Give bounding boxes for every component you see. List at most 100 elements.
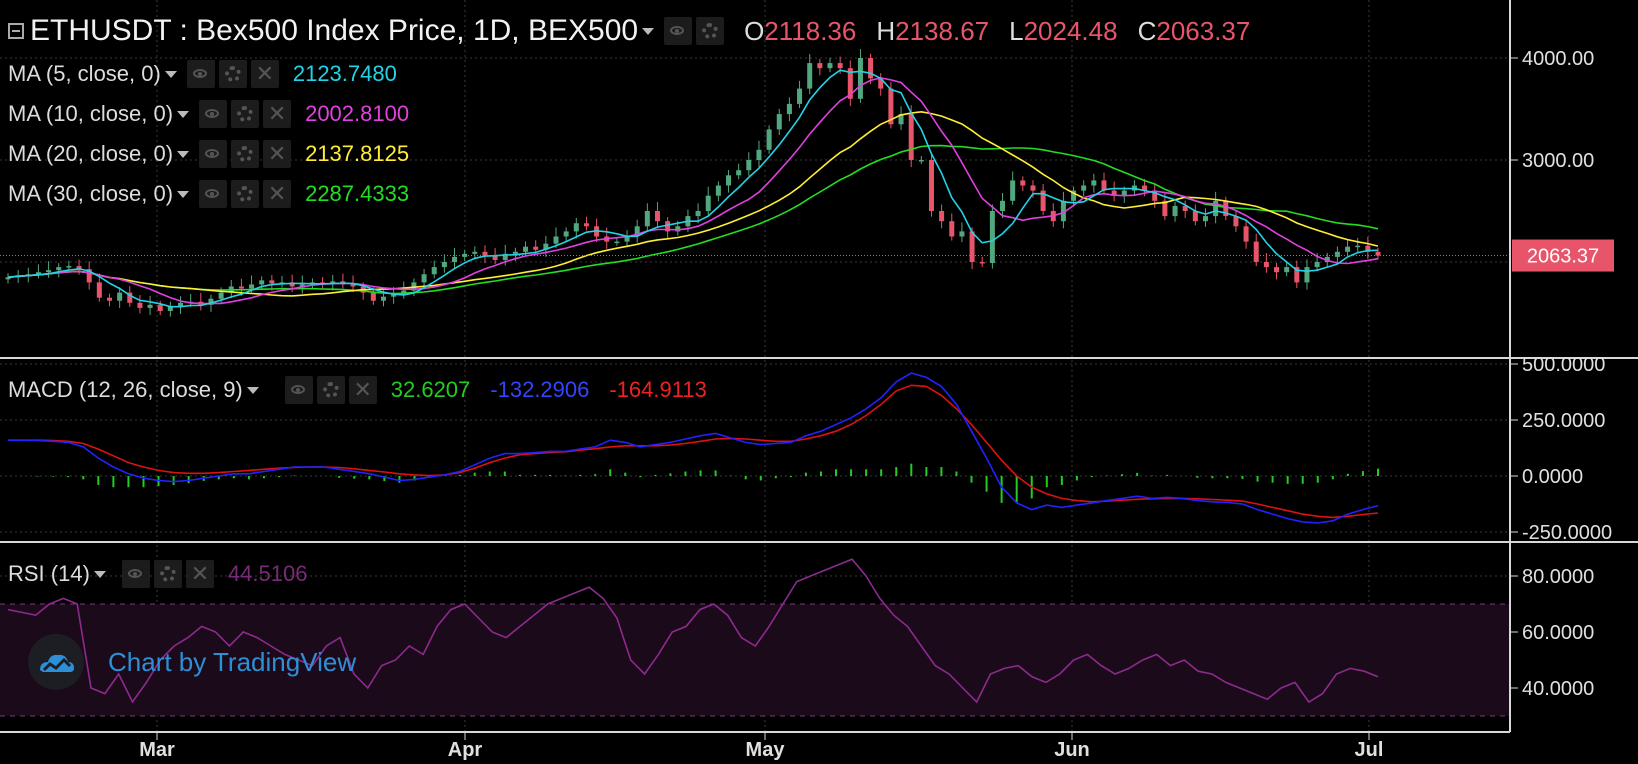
candle-body [1345, 246, 1351, 252]
eye-icon[interactable] [186, 60, 215, 88]
candle-body [797, 88, 803, 104]
candle-body [1304, 267, 1310, 283]
eye-icon[interactable] [121, 560, 150, 588]
ma10-label[interactable]: MA (10, close, 0) [8, 101, 174, 126]
candle-body [989, 211, 995, 264]
candle-body [1071, 190, 1077, 201]
candle-body [654, 211, 660, 222]
candle-body [512, 251, 518, 254]
candle-body [86, 269, 92, 283]
x-tick-label: May [746, 739, 786, 761]
price-pane[interactable] [0, 49, 1510, 317]
candle-body [807, 63, 813, 89]
candle-body [634, 226, 640, 236]
close-icon[interactable]: ✕ [263, 180, 292, 208]
candle-body [1294, 267, 1300, 283]
candle-body [1365, 245, 1371, 252]
close-label: C [1137, 15, 1157, 46]
close-value: 2063.37 [1156, 15, 1251, 46]
ma5-label[interactable]: MA (5, close, 0) [8, 61, 161, 86]
candle-body [746, 160, 752, 171]
close-icon[interactable]: ✕ [250, 60, 279, 88]
candle-body [898, 114, 904, 125]
candle-body [178, 302, 184, 307]
candle-body [837, 63, 843, 69]
ma5-line [7, 69, 1379, 308]
eye-icon[interactable] [284, 376, 313, 404]
candle-body [878, 78, 884, 89]
collapse-icon[interactable] [8, 23, 24, 39]
rsi-label[interactable]: RSI (14) [8, 561, 90, 586]
candle-body [1274, 267, 1280, 273]
candle-body [1010, 180, 1016, 201]
close-icon[interactable]: ✕ [263, 140, 292, 168]
candle-body [1162, 200, 1168, 217]
gear-icon[interactable] [696, 17, 725, 45]
eye-icon[interactable] [664, 17, 693, 45]
candle-body [624, 235, 630, 242]
last-price-label: 2063.37 [1527, 246, 1599, 268]
close-icon[interactable]: ✕ [348, 376, 377, 404]
gear-icon[interactable] [231, 140, 260, 168]
ma10-value: 2002.8100 [305, 101, 410, 126]
candle-body [330, 281, 336, 284]
candle-body [969, 231, 975, 262]
candle-body [1081, 185, 1087, 191]
chevron-down-icon[interactable] [246, 386, 259, 394]
candle-body [106, 297, 112, 301]
candle-body [1233, 216, 1239, 227]
rsi-value: 44.5106 [227, 561, 308, 586]
x-tick-label: Jun [1054, 739, 1090, 761]
gear-icon[interactable] [218, 60, 247, 88]
candle-body [147, 304, 153, 308]
eye-icon[interactable] [199, 100, 228, 128]
ma30-label[interactable]: MA (30, close, 0) [8, 181, 174, 206]
candle-body [482, 251, 488, 256]
macd-label[interactable]: MACD (12, 26, close, 9) [8, 377, 243, 402]
candle-body [1213, 200, 1219, 217]
close-icon[interactable]: ✕ [263, 100, 292, 128]
last-price-tag [1512, 239, 1614, 272]
macd-pane[interactable] [8, 372, 1379, 524]
gear-icon[interactable] [231, 100, 260, 128]
candle-body [1223, 200, 1229, 217]
symbol-title[interactable]: ETHUSDT : Bex500 Index Price, 1D, BEX500 [30, 14, 639, 47]
candle-body [452, 256, 458, 262]
high-label: H [876, 15, 896, 46]
y-tick-label: 40.0000 [1522, 678, 1594, 700]
candle-body [462, 253, 468, 257]
candle-body [1324, 256, 1330, 262]
close-icon[interactable]: ✕ [185, 560, 214, 588]
candle-body [208, 298, 214, 305]
chevron-down-icon[interactable] [93, 570, 106, 578]
ma5-value: 2123.7480 [292, 61, 397, 86]
candle-body [1263, 262, 1269, 268]
candle-body [1172, 205, 1178, 217]
candle-body [1060, 200, 1066, 222]
eye-icon[interactable] [199, 180, 228, 208]
gear-icon[interactable] [231, 180, 260, 208]
gear-icon[interactable] [316, 376, 345, 404]
chevron-down-icon[interactable] [177, 150, 190, 158]
rsi-pane[interactable] [0, 558, 1510, 717]
candle-body [959, 231, 965, 237]
candle-body [421, 274, 427, 283]
candle-body [847, 68, 853, 99]
candle-body [1091, 180, 1097, 186]
ma20-label[interactable]: MA (20, close, 0) [8, 141, 174, 166]
chevron-down-icon[interactable] [642, 27, 655, 35]
candle-body [614, 241, 620, 244]
candle-body [939, 211, 945, 222]
candle-body [1020, 180, 1026, 186]
y-tick-label: 80.0000 [1522, 566, 1594, 588]
tradingview-watermark[interactable]: Chart by TradingView [28, 634, 356, 690]
gear-icon[interactable] [153, 560, 182, 588]
high-value: 2138.67 [895, 15, 990, 46]
chevron-down-icon[interactable] [177, 190, 190, 198]
chevron-down-icon[interactable] [164, 70, 177, 78]
candle-body [695, 211, 701, 217]
eye-icon[interactable] [199, 140, 228, 168]
chevron-down-icon[interactable] [177, 110, 190, 118]
candle-body [675, 226, 681, 232]
